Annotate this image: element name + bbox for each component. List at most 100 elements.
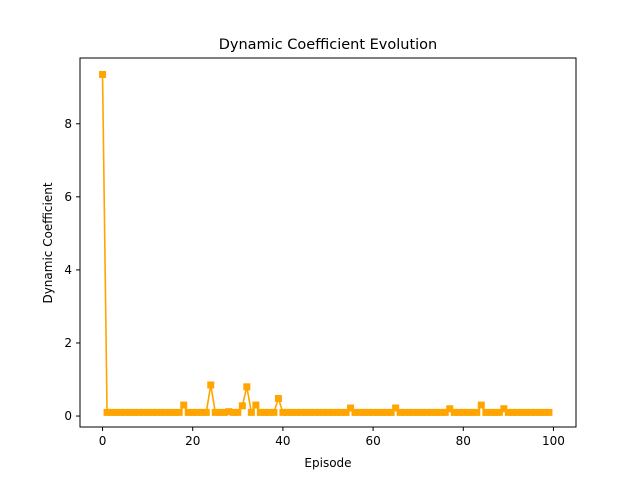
data-point (374, 408, 382, 416)
data-point (256, 408, 264, 416)
data-point (207, 381, 215, 389)
y-tick-label: 4 (64, 263, 72, 277)
y-axis-label: Dynamic Coefficient (41, 182, 55, 303)
series-layer (99, 70, 553, 416)
data-point (504, 408, 512, 416)
data-point (401, 408, 409, 416)
data-point (166, 408, 174, 416)
data-point (117, 408, 125, 416)
data-point (405, 408, 413, 416)
x-tick-label: 40 (275, 434, 290, 448)
data-point (108, 408, 116, 416)
data-point (486, 408, 494, 416)
data-point (536, 408, 544, 416)
y-tick-label: 6 (64, 190, 72, 204)
data-point (279, 408, 287, 416)
data-point (211, 408, 219, 416)
data-point (455, 408, 463, 416)
data-point (247, 408, 255, 416)
data-point (378, 408, 386, 416)
data-point (180, 401, 188, 409)
data-point (315, 408, 323, 416)
data-point (270, 408, 278, 416)
data-point (283, 408, 291, 416)
data-point (338, 408, 346, 416)
x-tick-label: 20 (185, 434, 200, 448)
data-point (437, 408, 445, 416)
data-point (360, 408, 368, 416)
data-point (265, 408, 273, 416)
data-point (148, 408, 156, 416)
data-point (121, 408, 129, 416)
data-point (225, 408, 233, 416)
data-point (229, 408, 237, 416)
data-point (288, 408, 296, 416)
data-point (428, 408, 436, 416)
data-point (473, 408, 481, 416)
data-point (482, 408, 490, 416)
data-point (198, 408, 206, 416)
data-point (135, 408, 143, 416)
data-point (162, 408, 170, 416)
plot-frame (79, 57, 577, 428)
data-point (495, 408, 503, 416)
data-point (419, 408, 427, 416)
data-point (491, 408, 499, 416)
data-point (274, 395, 282, 403)
data-point (365, 408, 373, 416)
data-point (351, 408, 359, 416)
data-point (518, 408, 526, 416)
data-point (450, 408, 458, 416)
data-point (423, 408, 431, 416)
data-point (446, 405, 454, 413)
x-axis-label: Episode (304, 456, 351, 470)
data-point (193, 408, 201, 416)
data-point (383, 408, 391, 416)
data-point (112, 408, 120, 416)
data-point (468, 408, 476, 416)
data-point (202, 408, 210, 416)
data-point (184, 408, 192, 416)
x-tick-label: 80 (456, 434, 471, 448)
data-point (324, 408, 332, 416)
data-point (396, 408, 404, 416)
y-tick-label: 8 (64, 117, 72, 131)
data-point (319, 408, 327, 416)
x-tick-label: 60 (365, 434, 380, 448)
data-point (297, 408, 305, 416)
data-point (189, 408, 197, 416)
data-point (126, 408, 134, 416)
data-point (157, 408, 165, 416)
data-point (342, 408, 350, 416)
data-point (540, 408, 548, 416)
data-point (292, 408, 300, 416)
y-tick-label: 0 (64, 409, 72, 423)
data-point (144, 408, 152, 416)
data-point (410, 408, 418, 416)
data-point (333, 408, 341, 416)
data-point (500, 405, 508, 413)
ticks-layer: 0 20 40 60 80 100 0 2 4 6 8 (64, 117, 565, 448)
data-point (329, 408, 337, 416)
data-point (301, 408, 309, 416)
data-point (306, 408, 314, 416)
data-point (347, 404, 355, 412)
data-point (387, 408, 395, 416)
data-point (477, 401, 485, 409)
data-point (464, 408, 472, 416)
data-point (153, 408, 161, 416)
data-point (220, 408, 228, 416)
data-point (252, 401, 260, 409)
data-point (310, 408, 318, 416)
data-point (243, 383, 251, 391)
y-tick-label: 2 (64, 336, 72, 350)
data-point (356, 408, 364, 416)
chart-title: Dynamic Coefficient Evolution (219, 37, 438, 53)
data-point (414, 408, 422, 416)
data-point (139, 408, 147, 416)
data-point (216, 408, 224, 416)
data-point (171, 408, 179, 416)
data-point (509, 408, 517, 416)
